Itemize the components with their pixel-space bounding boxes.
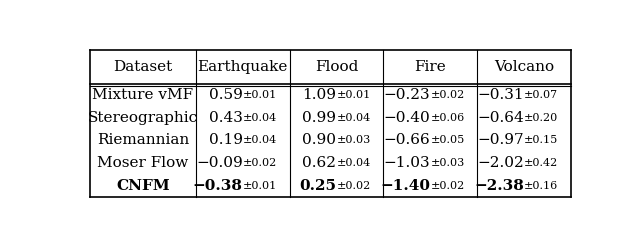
Text: ±0.04: ±0.04 (337, 158, 371, 168)
Text: ±0.05: ±0.05 (430, 136, 465, 146)
Text: −0.97: −0.97 (477, 133, 524, 147)
Text: ±0.02: ±0.02 (337, 180, 371, 190)
Text: −1.40: −1.40 (380, 178, 430, 192)
Text: −0.40: −0.40 (383, 111, 430, 125)
Text: Moser Flow: Moser Flow (97, 156, 188, 170)
Text: 1.09: 1.09 (303, 88, 337, 102)
Text: ±0.03: ±0.03 (337, 136, 371, 146)
Text: ±0.01: ±0.01 (337, 90, 371, 100)
Text: ±0.02: ±0.02 (243, 158, 277, 168)
Text: −2.02: −2.02 (477, 156, 524, 170)
Text: Stereographic: Stereographic (88, 111, 198, 125)
Text: ±0.02: ±0.02 (430, 180, 465, 190)
Text: 0.59: 0.59 (209, 88, 243, 102)
Text: ±0.16: ±0.16 (524, 180, 558, 190)
Text: −2.38: −2.38 (474, 178, 524, 192)
Text: 0.99: 0.99 (303, 111, 337, 125)
Text: Riemannian: Riemannian (97, 133, 189, 147)
Text: Dataset: Dataset (113, 60, 172, 74)
Text: 0.62: 0.62 (303, 156, 337, 170)
Text: ±0.42: ±0.42 (524, 158, 558, 168)
Text: ±0.07: ±0.07 (524, 90, 558, 100)
Text: −0.66: −0.66 (383, 133, 430, 147)
Text: −0.64: −0.64 (477, 111, 524, 125)
Text: 0.25: 0.25 (300, 178, 337, 192)
Text: −0.23: −0.23 (384, 88, 430, 102)
Text: −0.31: −0.31 (477, 88, 524, 102)
Text: 0.43: 0.43 (209, 111, 243, 125)
Text: ±0.06: ±0.06 (430, 113, 465, 123)
Text: ±0.03: ±0.03 (430, 158, 465, 168)
Text: Flood: Flood (315, 60, 358, 74)
Text: −0.38: −0.38 (193, 178, 243, 192)
Text: Mixture vMF: Mixture vMF (92, 88, 193, 102)
Text: ±0.04: ±0.04 (337, 113, 371, 123)
Text: ±0.04: ±0.04 (243, 113, 277, 123)
Text: 0.19: 0.19 (209, 133, 243, 147)
Text: ±0.20: ±0.20 (524, 113, 558, 123)
Text: ±0.04: ±0.04 (243, 136, 277, 146)
Text: ±0.01: ±0.01 (243, 180, 277, 190)
Text: ±0.15: ±0.15 (524, 136, 558, 146)
Text: −1.03: −1.03 (384, 156, 430, 170)
Text: Fire: Fire (415, 60, 446, 74)
Text: −0.09: −0.09 (196, 156, 243, 170)
Text: Volcano: Volcano (494, 60, 554, 74)
Text: 0.90: 0.90 (303, 133, 337, 147)
Text: ±0.01: ±0.01 (243, 90, 277, 100)
Text: Earthquake: Earthquake (198, 60, 288, 74)
Text: CNFM: CNFM (116, 178, 170, 192)
Text: ±0.02: ±0.02 (430, 90, 465, 100)
